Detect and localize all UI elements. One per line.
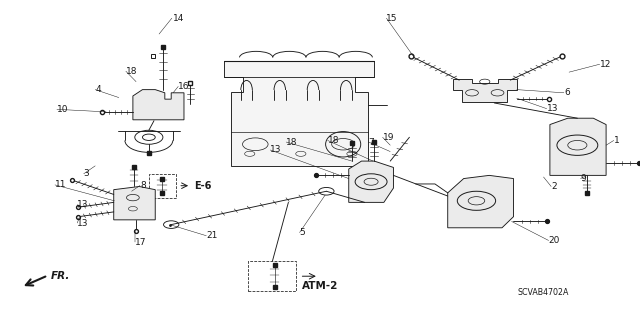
- Text: 14: 14: [173, 14, 184, 23]
- Text: 7: 7: [369, 137, 374, 146]
- Polygon shape: [114, 187, 156, 220]
- Text: 1: 1: [614, 136, 620, 145]
- Polygon shape: [224, 61, 374, 167]
- Text: FR.: FR.: [51, 271, 70, 281]
- Text: 20: 20: [548, 236, 560, 245]
- Text: 10: 10: [57, 105, 68, 114]
- Polygon shape: [453, 78, 516, 102]
- Text: 19: 19: [383, 133, 394, 142]
- Polygon shape: [133, 90, 184, 120]
- Text: 5: 5: [300, 228, 305, 237]
- Text: 4: 4: [95, 85, 101, 94]
- Text: 13: 13: [77, 200, 89, 209]
- Text: 18: 18: [126, 67, 138, 76]
- Text: 18: 18: [328, 136, 339, 145]
- Polygon shape: [349, 161, 394, 202]
- Polygon shape: [550, 118, 606, 175]
- Text: SCVAB4702A: SCVAB4702A: [518, 288, 570, 297]
- Text: 11: 11: [55, 181, 67, 189]
- Text: 17: 17: [135, 238, 147, 247]
- Text: 15: 15: [387, 14, 398, 23]
- Text: 2: 2: [551, 182, 557, 191]
- Text: 16: 16: [178, 82, 189, 91]
- Text: E-6: E-6: [194, 181, 212, 191]
- Text: 13: 13: [547, 104, 558, 113]
- Text: 13: 13: [270, 145, 282, 154]
- Polygon shape: [448, 175, 513, 228]
- Text: 21: 21: [206, 231, 218, 240]
- Text: 18: 18: [286, 137, 298, 146]
- Bar: [248, 261, 296, 291]
- Bar: [149, 174, 175, 197]
- Text: ATM-2: ATM-2: [301, 281, 338, 291]
- Text: 6: 6: [564, 88, 570, 97]
- Text: 3: 3: [84, 169, 90, 178]
- Text: 9: 9: [580, 174, 586, 183]
- Text: 13: 13: [77, 219, 89, 227]
- Text: 8: 8: [140, 181, 146, 190]
- Text: 12: 12: [600, 60, 611, 69]
